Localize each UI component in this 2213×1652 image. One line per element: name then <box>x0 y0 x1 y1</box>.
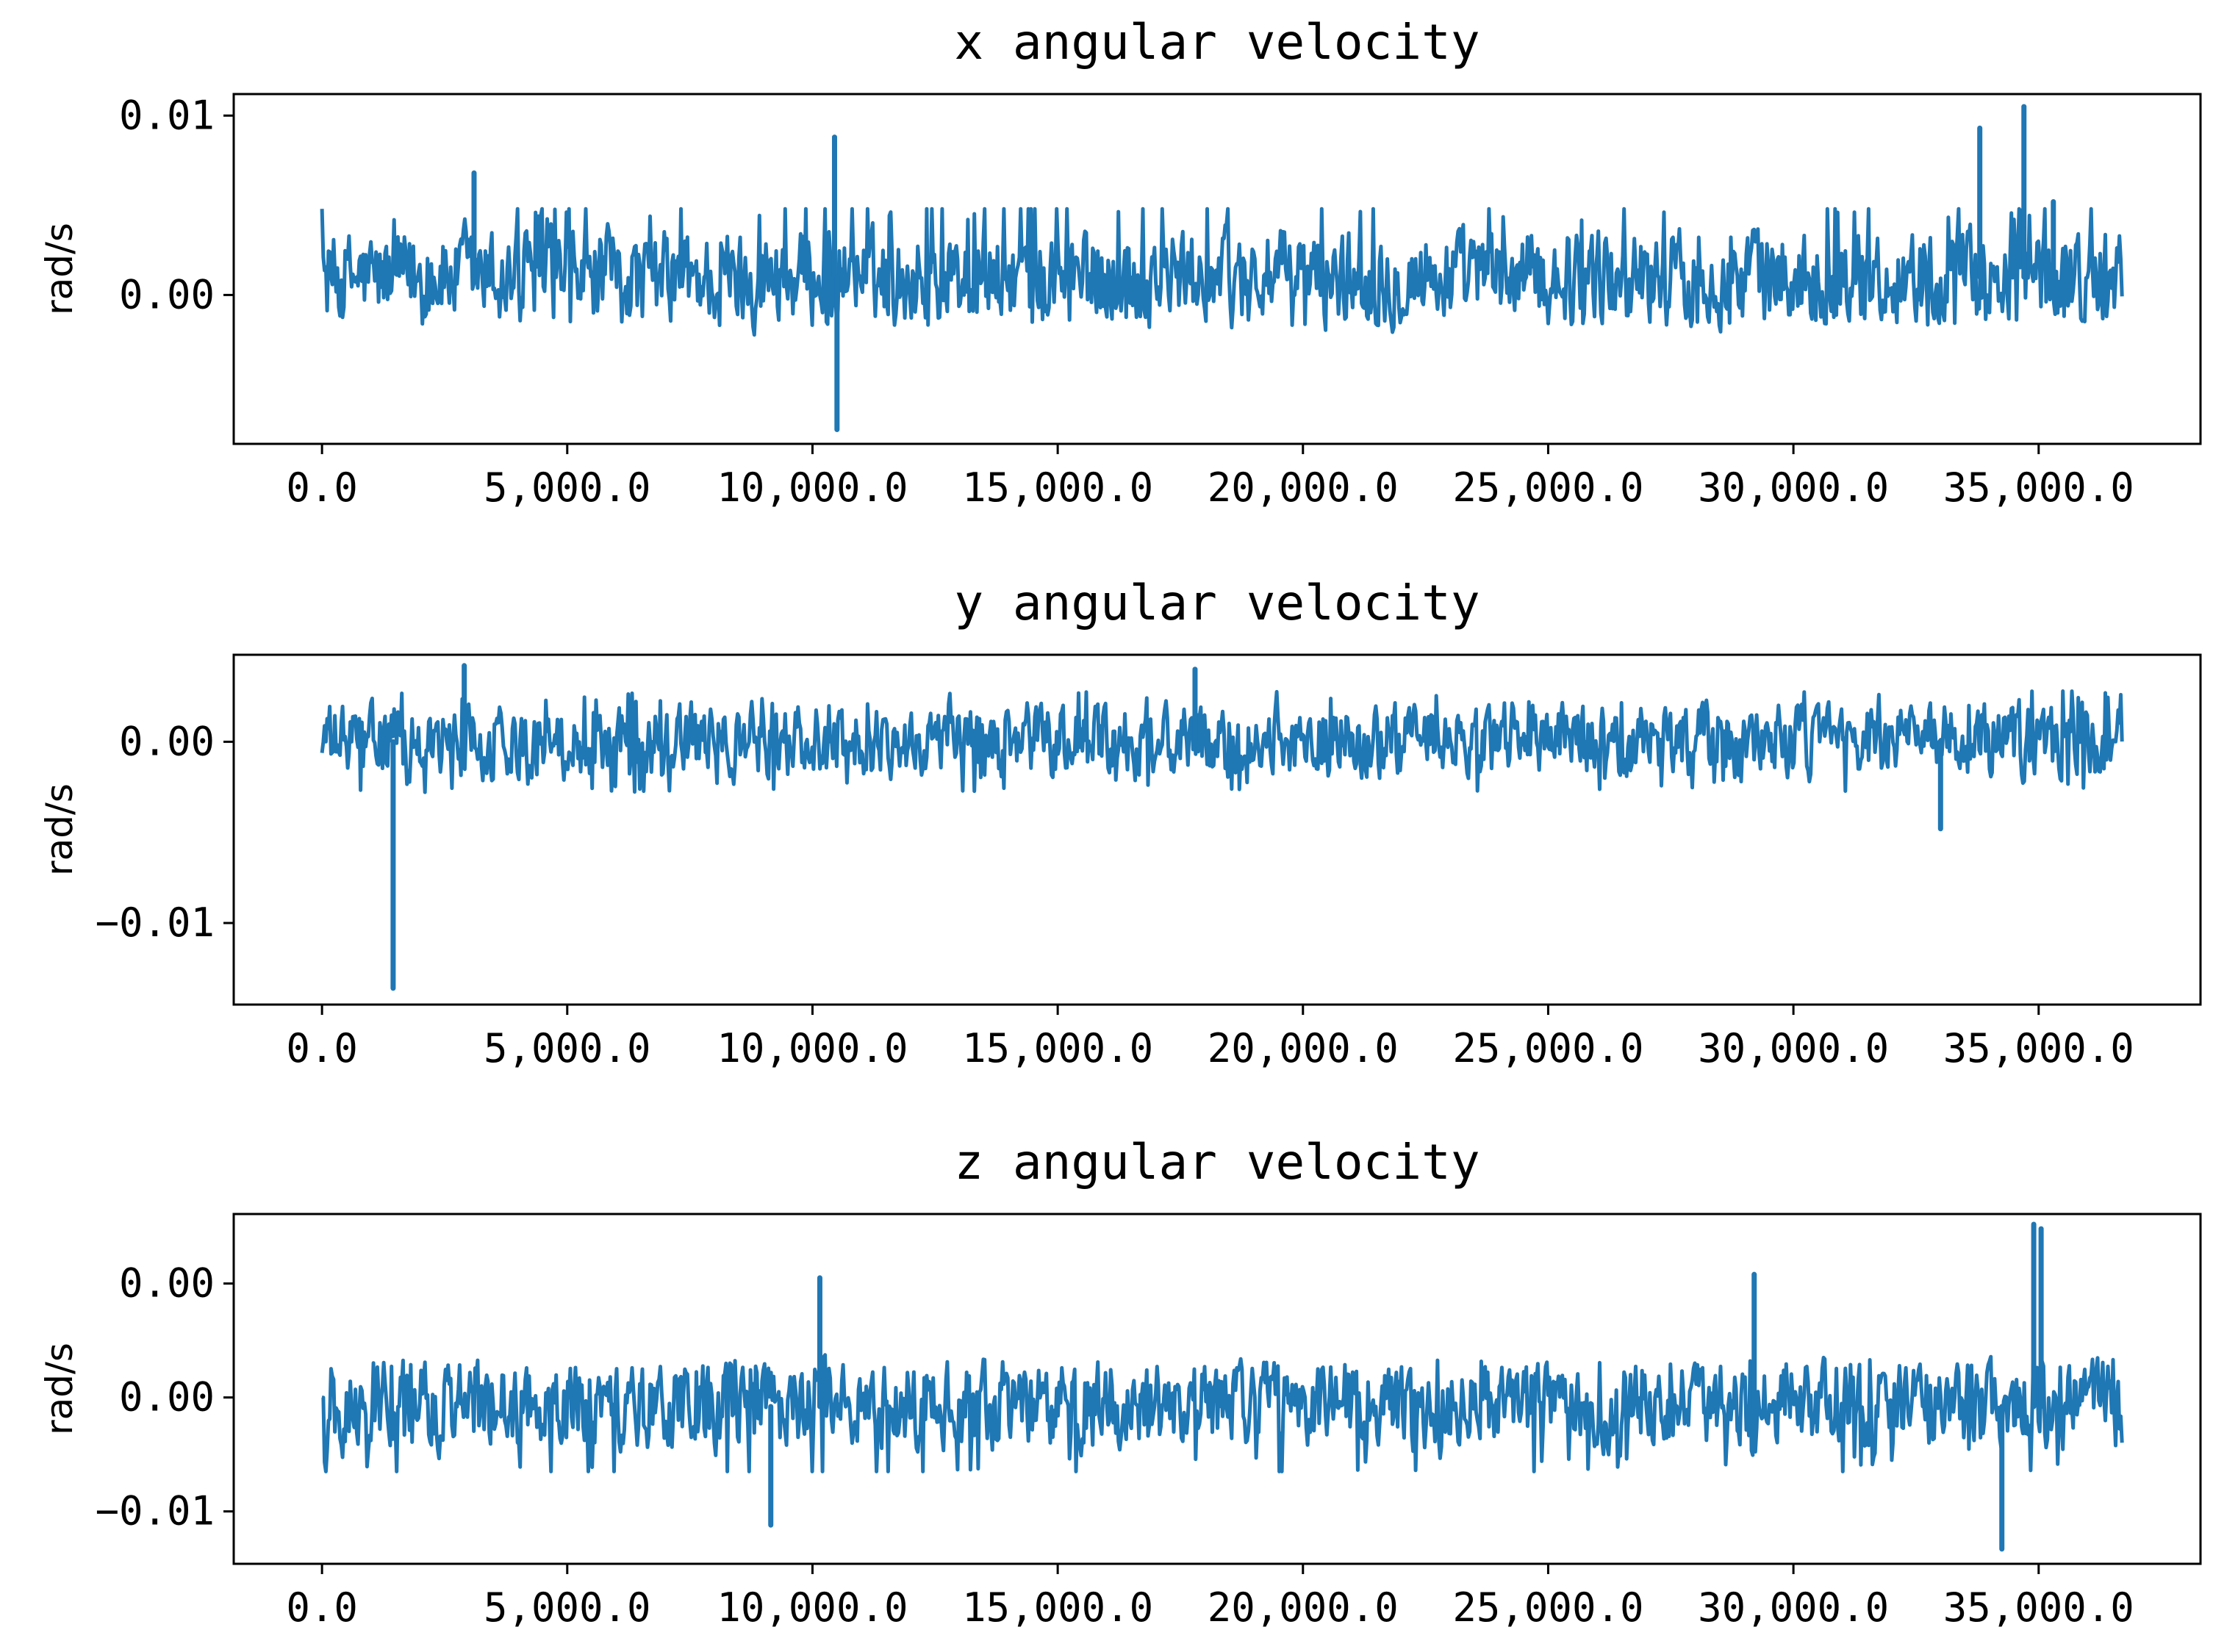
x-tick-label: 10,000.0 <box>717 1025 908 1071</box>
x-tick-label: 35,000.0 <box>1943 1025 2134 1071</box>
x-tick-label: 0.0 <box>286 1025 358 1071</box>
angular-velocity-line <box>320 206 2124 337</box>
y-tick-label: −0.01 <box>95 1488 215 1534</box>
x-tick-label: 15,000.0 <box>962 1584 1153 1631</box>
x-tick-label: 15,000.0 <box>962 1025 1153 1071</box>
y-tick-label: 0.00 <box>119 1260 215 1307</box>
plot-frame <box>232 1213 2202 1565</box>
y-axis-label: rad/s <box>38 1343 81 1435</box>
x-tick-label: 20,000.0 <box>1208 1584 1399 1631</box>
x-tick-label: 5,000.0 <box>484 1584 651 1631</box>
x-tick-label: 25,000.0 <box>1452 464 1643 511</box>
plot-frame <box>232 93 2202 445</box>
subplot-2: y angular velocity rad/s 0.0 5,000.0 10,000.… <box>38 575 2202 1071</box>
y-tick-label: −0.01 <box>95 899 215 946</box>
plot-frame <box>232 653 2202 1006</box>
y-tick-label: 0.01 <box>119 92 215 138</box>
x-tick-label: 20,000.0 <box>1208 464 1399 511</box>
subplot-title: x angular velocity <box>954 14 1479 71</box>
y-tick-label: 0.00 <box>119 271 215 317</box>
y-axis-label: rad/s <box>38 783 81 876</box>
x-tick-label: 5,000.0 <box>484 464 651 511</box>
x-tick-label: 30,000.0 <box>1698 1584 1889 1631</box>
x-tick-label: 35,000.0 <box>1943 1584 2134 1631</box>
x-tick-label: 30,000.0 <box>1698 464 1889 511</box>
x-tick-label: 10,000.0 <box>717 464 908 511</box>
x-tick-label: 0.0 <box>286 1584 358 1631</box>
x-tick-label: 30,000.0 <box>1698 1025 1889 1071</box>
angular-velocity-line <box>321 1353 2124 1473</box>
y-tick-label: 0.00 <box>119 718 215 764</box>
x-tick-label: 15,000.0 <box>962 464 1153 511</box>
x-tick-label: 20,000.0 <box>1208 1025 1399 1071</box>
subplot-3: z angular velocity rad/s 0.0 5,000.0 10,000.… <box>38 1134 2202 1631</box>
x-tick-label: 25,000.0 <box>1452 1025 1643 1071</box>
x-tick-label: 25,000.0 <box>1452 1584 1643 1631</box>
subplot-title: y angular velocity <box>954 575 1479 631</box>
y-tick-label: 0.00 <box>119 1374 215 1421</box>
subplot-title: z angular velocity <box>954 1134 1479 1190</box>
subplot-1: x angular velocity rad/s 0.0 5,000.0 10,000.… <box>38 14 2202 511</box>
angular-velocity-line <box>320 689 2124 794</box>
x-tick-label: 5,000.0 <box>484 1025 651 1071</box>
y-axis-label: rad/s <box>38 223 81 315</box>
x-tick-label: 0.0 <box>286 464 358 511</box>
x-tick-label: 35,000.0 <box>1943 464 2134 511</box>
x-tick-label: 10,000.0 <box>717 1584 908 1631</box>
